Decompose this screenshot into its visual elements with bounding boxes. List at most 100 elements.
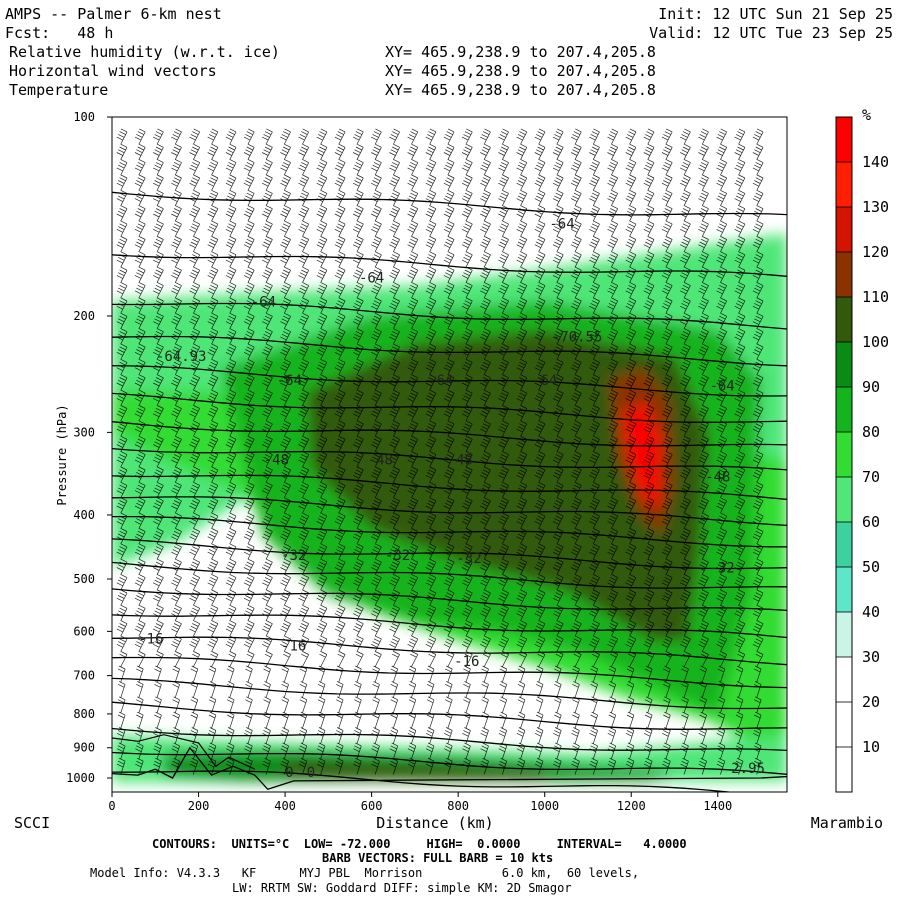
wind-barb [134, 389, 146, 406]
wind-barb [516, 512, 528, 529]
wind-barb [480, 359, 491, 376]
wind-barb [280, 528, 291, 545]
wind-barb [425, 220, 437, 237]
wind-barb [480, 574, 491, 591]
wind-barb [498, 543, 509, 560]
wind-barb [210, 651, 219, 668]
wind-barb [225, 220, 237, 237]
wind-barb [534, 405, 546, 422]
wind-barb [481, 681, 489, 698]
wind-barb [189, 143, 201, 160]
wind-barb [554, 665, 562, 683]
wind-barb [316, 405, 328, 422]
wind-barb [316, 143, 328, 160]
wind-barb [316, 374, 328, 391]
wind-barb [337, 651, 346, 668]
wind-barb [352, 128, 364, 145]
wind-barb [243, 558, 255, 575]
wind-barb [407, 604, 419, 621]
wind-barb [136, 665, 144, 683]
wind-barb [408, 665, 417, 683]
wind-barb [498, 604, 509, 621]
wind-barb [371, 205, 382, 222]
wind-barb [153, 205, 164, 222]
wind-barb [298, 558, 310, 575]
wind-barb [298, 143, 310, 160]
wind-barb [352, 435, 364, 452]
wind-barb [716, 236, 728, 253]
wind-barb [207, 359, 219, 376]
wind-barb [189, 742, 199, 760]
wind-barb [262, 620, 273, 637]
wind-barb [752, 389, 764, 406]
wind-barb [443, 159, 455, 176]
wind-barb [225, 435, 237, 452]
wind-barbs [116, 128, 764, 775]
wind-barb [625, 727, 635, 744]
wind-barb [480, 143, 491, 160]
colorbar-bin [836, 342, 852, 387]
x-tick-label: 0 [108, 799, 115, 813]
wind-barb [698, 742, 707, 760]
wind-barb [643, 174, 655, 191]
wind-barb [752, 236, 764, 253]
wind-barb [461, 205, 473, 222]
wind-barb [153, 604, 164, 621]
wind-barb [752, 420, 764, 437]
wind-barb [752, 205, 764, 222]
wind-barb [552, 604, 564, 621]
wind-barb [225, 143, 237, 160]
wind-barb [226, 742, 235, 760]
wind-barb [498, 405, 509, 422]
wind-barb [425, 159, 437, 176]
wind-barb [589, 528, 600, 545]
wind-barb [407, 466, 419, 483]
wind-barb [389, 143, 400, 160]
wind-barb [625, 589, 637, 606]
wind-barb [134, 620, 146, 637]
wind-barb [189, 266, 201, 283]
wind-barb [461, 589, 473, 606]
colorbar-tick-label: 90 [862, 378, 880, 396]
wind-barb [480, 174, 491, 191]
wind-barb [153, 220, 164, 237]
y-tick-label: 200 [73, 309, 95, 323]
wind-barb [425, 297, 437, 314]
contour-label: -16 [454, 654, 479, 670]
wind-barb [371, 574, 382, 591]
y-tick-label: 800 [73, 707, 95, 721]
wind-barb [243, 236, 255, 253]
wind-barb [116, 282, 128, 299]
wind-barb [661, 451, 673, 468]
wind-barb [171, 282, 182, 299]
wind-barb [243, 220, 255, 237]
wind-barb [134, 220, 146, 237]
wind-barb [680, 205, 691, 222]
wind-barb [153, 389, 164, 406]
wind-barb [734, 574, 746, 591]
wind-barb [352, 159, 364, 176]
wind-barb [461, 190, 473, 206]
wind-barb [463, 665, 471, 683]
wind-barb [643, 482, 655, 499]
wind-barb [680, 604, 691, 621]
wind-barb [680, 236, 691, 253]
wind-barb [534, 343, 546, 360]
wind-barb [171, 543, 182, 560]
wind-barb [644, 711, 653, 729]
wind-barb [189, 343, 201, 360]
wind-barb [607, 742, 617, 760]
wind-barb [607, 251, 619, 268]
wind-barb [698, 220, 709, 237]
wind-barb [316, 389, 328, 406]
wind-barb [298, 497, 310, 514]
wind-barb [662, 742, 671, 760]
wind-barb [392, 651, 400, 668]
wind-barb [425, 190, 437, 206]
footer-barb-info: BARB VECTORS: FULL BARB = 10 kts [322, 851, 553, 865]
wind-barb [352, 297, 364, 314]
wind-barb [134, 558, 146, 575]
wind-barb [334, 251, 346, 268]
wind-barb [352, 466, 364, 483]
wind-barb [570, 343, 582, 360]
